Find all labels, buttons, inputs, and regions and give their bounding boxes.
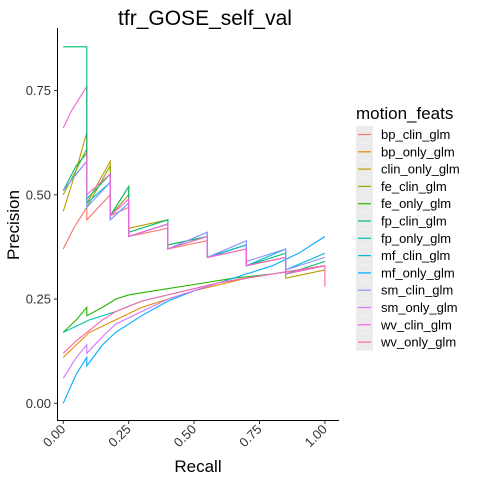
legend-label-bp_clin_glm: bp_clin_glm [381, 127, 450, 142]
series-line-wv_clin_glm [62, 84, 326, 275]
plot-series [62, 46, 326, 404]
legend-items: bp_clin_glm bp_only_glm clin_only_glm fe_cl… [356, 126, 460, 351]
legend-label-fp_only_glm: fp_only_glm [381, 231, 451, 246]
legend-label-bp_only_glm: bp_only_glm [381, 144, 455, 159]
legend-label-clin_only_glm: clin_only_glm [381, 162, 460, 177]
y-ticks: 0.00 0.25 0.50 0.75 [26, 83, 57, 411]
legend-label-mf_clin_glm: mf_clin_glm [381, 248, 450, 263]
chart-title: tfr_GOSE_self_val [118, 7, 292, 30]
y-tick-label: 0.75 [26, 83, 51, 98]
legend: motion_feats bp_clin_glm bp_only_glm clin_… [356, 104, 460, 351]
legend-label-fe_clin_glm: fe_clin_glm [381, 179, 447, 194]
y-axis-title: Precision [4, 190, 23, 260]
series-line-wv_only_glm [62, 265, 326, 354]
y-tick-label: 0.25 [26, 292, 51, 307]
series-line-fe_only_glm [62, 265, 325, 333]
legend-label-mf_only_glm: mf_only_glm [381, 265, 455, 280]
axes [57, 28, 339, 421]
legend-label-wv_only_glm: wv_only_glm [380, 335, 456, 350]
legend-label-fe_only_glm: fe_only_glm [381, 196, 451, 211]
legend-label-fp_clin_glm: fp_clin_glm [381, 214, 447, 229]
y-tick-label: 0.00 [26, 396, 51, 411]
legend-label-wv_clin_glm: wv_clin_glm [380, 317, 452, 332]
series-line-mf_only_glm [62, 236, 326, 404]
legend-label-sm_clin_glm: sm_clin_glm [381, 283, 453, 298]
y-tick-label: 0.50 [26, 187, 51, 202]
legend-label-sm_only_glm: sm_only_glm [381, 300, 458, 315]
series-line-unlabeled-13 [63, 46, 88, 154]
x-axis-title: Recall [174, 457, 221, 476]
legend-title: motion_feats [356, 104, 453, 123]
